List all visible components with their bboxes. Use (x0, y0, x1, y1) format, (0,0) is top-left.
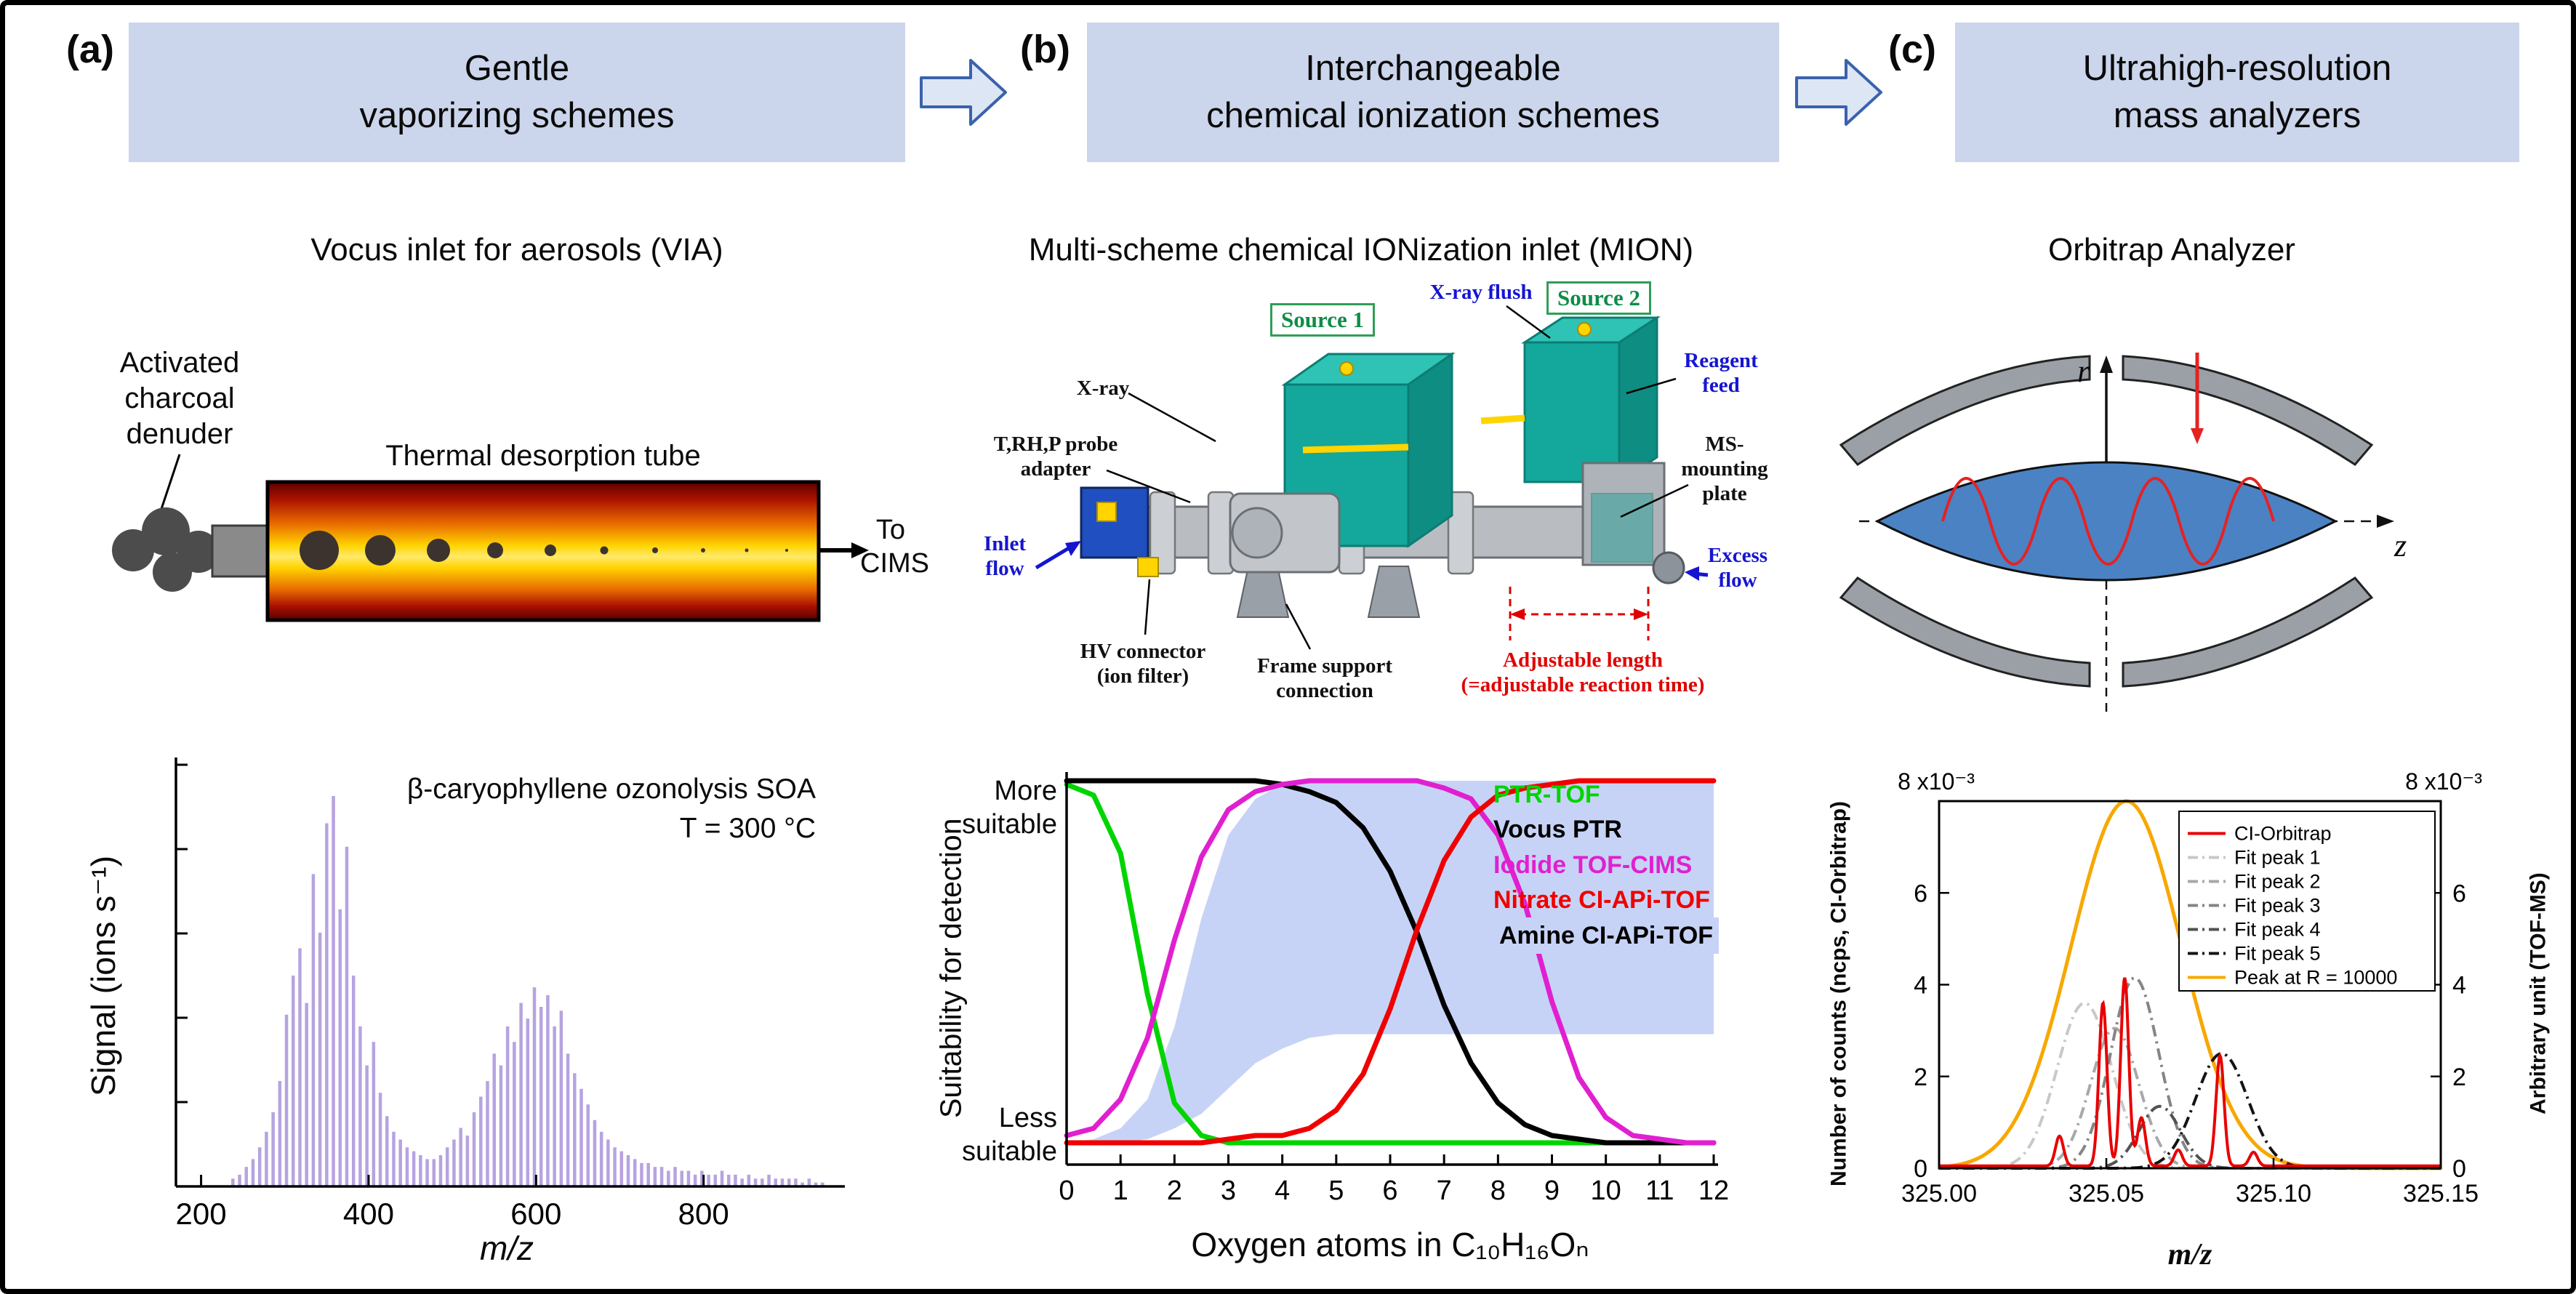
panel-tag-a: (a) (66, 28, 114, 71)
xray-flush-label: X-ray flush (1429, 281, 1533, 304)
svg-text:12: 12 (1698, 1176, 1729, 1206)
xray-label: X-ray (1076, 377, 1130, 400)
svg-text:325.10: 325.10 (2236, 1180, 2311, 1207)
orbitrap-spectrum-chart: 0 0 2 2 4 4 6 6 8 x10⁻³ 8 x10⁻³ 325.00 325.05 325.10… (1819, 761, 2561, 1285)
svg-text:325.00: 325.00 (1901, 1180, 1977, 1207)
svg-text:0: 0 (1059, 1176, 1074, 1206)
tube-label: Thermal desorption tube (385, 440, 701, 472)
chart-b-xlabel: Oxygen atoms in C₁₀H₁₆Oₙ (1191, 1226, 1589, 1263)
chart-b-more-label: More suitable (962, 776, 1057, 840)
legend-item-ptr-tof: PTR-TOF (1493, 781, 1600, 808)
svg-text:10: 10 (1591, 1176, 1621, 1206)
panel-tag-b: (b) (1020, 28, 1070, 71)
orbitrap-diagram: r z (1772, 281, 2441, 754)
panel-b-subtitle: Multi-scheme chemical IONization inlet (… (1028, 232, 1694, 268)
ms-plate-label: MS- mounting plate (1681, 433, 1768, 506)
via-spectrum-plot: 200 400 600 800 (174, 757, 845, 1231)
orbitrap-z-axis-label: z (2394, 528, 2407, 563)
adjustable-length-label: Adjustable length (=adjustable reaction … (1461, 648, 1705, 697)
legend-item-amine: Amine CI-APi-TOF (1493, 917, 1720, 955)
chart-a-annotation-1: β-caryophyllene ozonolysis SOA (406, 773, 816, 805)
chart-b-legend: PTR-TOF Vocus PTR Iodide TOF-CIMS Nitrat… (1493, 777, 1720, 955)
mion-diagram: X-ray flush Source 1 Source 2 X-ray Reag… (972, 276, 1772, 748)
orbitrap-spectrum-plot: 0 0 2 2 4 4 6 6 8 x10⁻³ 8 x10⁻³ 325.00 325.05 325.10… (1898, 768, 2482, 1207)
svg-text:4: 4 (1914, 972, 1927, 1000)
svg-text:6: 6 (1914, 880, 1927, 907)
chart-b-less-label: Less suitable (962, 1103, 1057, 1168)
svg-text:5: 5 (1328, 1176, 1344, 1206)
via-spectrum-chart: 200 400 600 800 Signal (ions s⁻¹) β-caryoph… (67, 721, 903, 1270)
frame-support-label: Frame support connection (1256, 654, 1393, 703)
panel-c-subtitle: Orbitrap Analyzer (2048, 232, 2295, 268)
orbitrap-r-axis-label: r (2077, 353, 2090, 389)
panel-tag-c: (c) (1888, 28, 1936, 71)
trhp-label: T,RH,P probe adapter (993, 433, 1118, 481)
svg-text:325.15: 325.15 (2403, 1180, 2479, 1207)
hv-connector-label: HV connector (ion filter) (1080, 640, 1206, 688)
svg-text:2: 2 (1167, 1176, 1182, 1206)
chart-c-ylabel-right: Arbitrary unit (TOF-MS) (2526, 872, 2551, 1115)
orbitrap-diagram-graphic (1839, 353, 2394, 718)
header-title-b: Interchangeable chemical ionization sche… (1206, 49, 1660, 135)
chart-a-annotation-2: T = 300 °C (679, 813, 816, 844)
header-title-c: Ultrahigh-resolution mass analyzers (2082, 49, 2392, 135)
header-box-mass-analyzers: Ultrahigh-resolution mass analyzers (1955, 23, 2519, 162)
svg-text:0: 0 (2452, 1155, 2466, 1183)
svg-text:6: 6 (1382, 1176, 1397, 1206)
svg-text:9: 9 (1544, 1176, 1560, 1206)
svg-text:1: 1 (1113, 1176, 1128, 1206)
svg-text:Fit peak 5: Fit peak 5 (2234, 943, 2321, 965)
svg-text:Fit peak 1: Fit peak 1 (2234, 847, 2321, 869)
mion-diagram-graphic (1035, 305, 1709, 650)
svg-text:600: 600 (510, 1197, 561, 1231)
svg-text:CI-Orbitrap: CI-Orbitrap (2234, 823, 2332, 845)
svg-text:Fit peak 3: Fit peak 3 (2234, 895, 2321, 917)
chart-a-ylabel: Signal (ions s⁻¹) (84, 855, 122, 1096)
flow-arrow-icon (1795, 59, 1882, 126)
svg-text:6: 6 (2452, 880, 2466, 907)
svg-text:Fit peak 4: Fit peak 4 (2234, 919, 2321, 941)
svg-text:3: 3 (1221, 1176, 1236, 1206)
legend-item-iodide: Iodide TOF-CIMS (1493, 851, 1693, 879)
source2-label: Source 2 (1546, 281, 1651, 315)
legend-item-vocus-ptr: Vocus PTR (1493, 816, 1622, 844)
via-diagram-graphic (112, 454, 869, 622)
mion-suitability-plot: 0 1 2 3 4 5 6 7 8 9 10 11 12 (1059, 772, 1729, 1206)
svg-text:8 x10⁻³: 8 x10⁻³ (2405, 768, 2482, 795)
svg-text:2: 2 (2452, 1064, 2466, 1091)
flow-arrow-icon (920, 59, 1007, 126)
svg-text:7: 7 (1437, 1176, 1452, 1206)
mion-suitability-chart: 0 1 2 3 4 5 6 7 8 9 10 11 12 Suitability for detecti… (934, 754, 1783, 1285)
inlet-flow-label: Inlet flow (984, 532, 1026, 581)
svg-text:11: 11 (1645, 1176, 1674, 1206)
legend-item-nitrate: Nitrate CI-APi-TOF (1493, 885, 1710, 914)
chart-a-xlabel: m/z (479, 1229, 534, 1267)
excess-flow-label: Excess flow (1707, 544, 1768, 592)
svg-text:325.05: 325.05 (2069, 1180, 2144, 1207)
svg-text:4: 4 (2452, 972, 2466, 1000)
denuder-label: Activated charcoal denuder (119, 347, 240, 450)
source1-label: Source 1 (1270, 303, 1375, 337)
reagent-feed-label: Reagent feed (1684, 349, 1758, 398)
outlet-label: To CIMS (860, 515, 929, 579)
chart-c-xlabel: m/z (2167, 1238, 2212, 1271)
panel-a-subtitle: Vocus inlet for aerosols (VIA) (310, 232, 723, 268)
svg-text:8: 8 (1490, 1176, 1506, 1206)
svg-text:2: 2 (1914, 1064, 1927, 1091)
via-diagram: Activated charcoal denuder Thermal desor… (63, 332, 929, 703)
chart-c-ylabel-left: Number of counts (ncps, CI-Orbitrap) (1826, 801, 1851, 1187)
header-box-ionization-schemes: Interchangeable chemical ionization sche… (1087, 23, 1779, 162)
svg-text:4: 4 (1275, 1176, 1290, 1206)
svg-text:200: 200 (176, 1197, 227, 1231)
svg-text:400: 400 (343, 1197, 394, 1231)
svg-text:8 x10⁻³: 8 x10⁻³ (1898, 768, 1975, 795)
svg-text:0: 0 (1914, 1155, 1927, 1183)
svg-text:800: 800 (678, 1197, 729, 1231)
header-box-gentle-vaporizing: Gentle vaporizing schemes (129, 23, 905, 162)
svg-text:Peak at R = 10000: Peak at R = 10000 (2234, 967, 2397, 989)
svg-text:Fit peak 2: Fit peak 2 (2234, 871, 2321, 893)
header-title-a: Gentle vaporizing schemes (359, 49, 675, 135)
